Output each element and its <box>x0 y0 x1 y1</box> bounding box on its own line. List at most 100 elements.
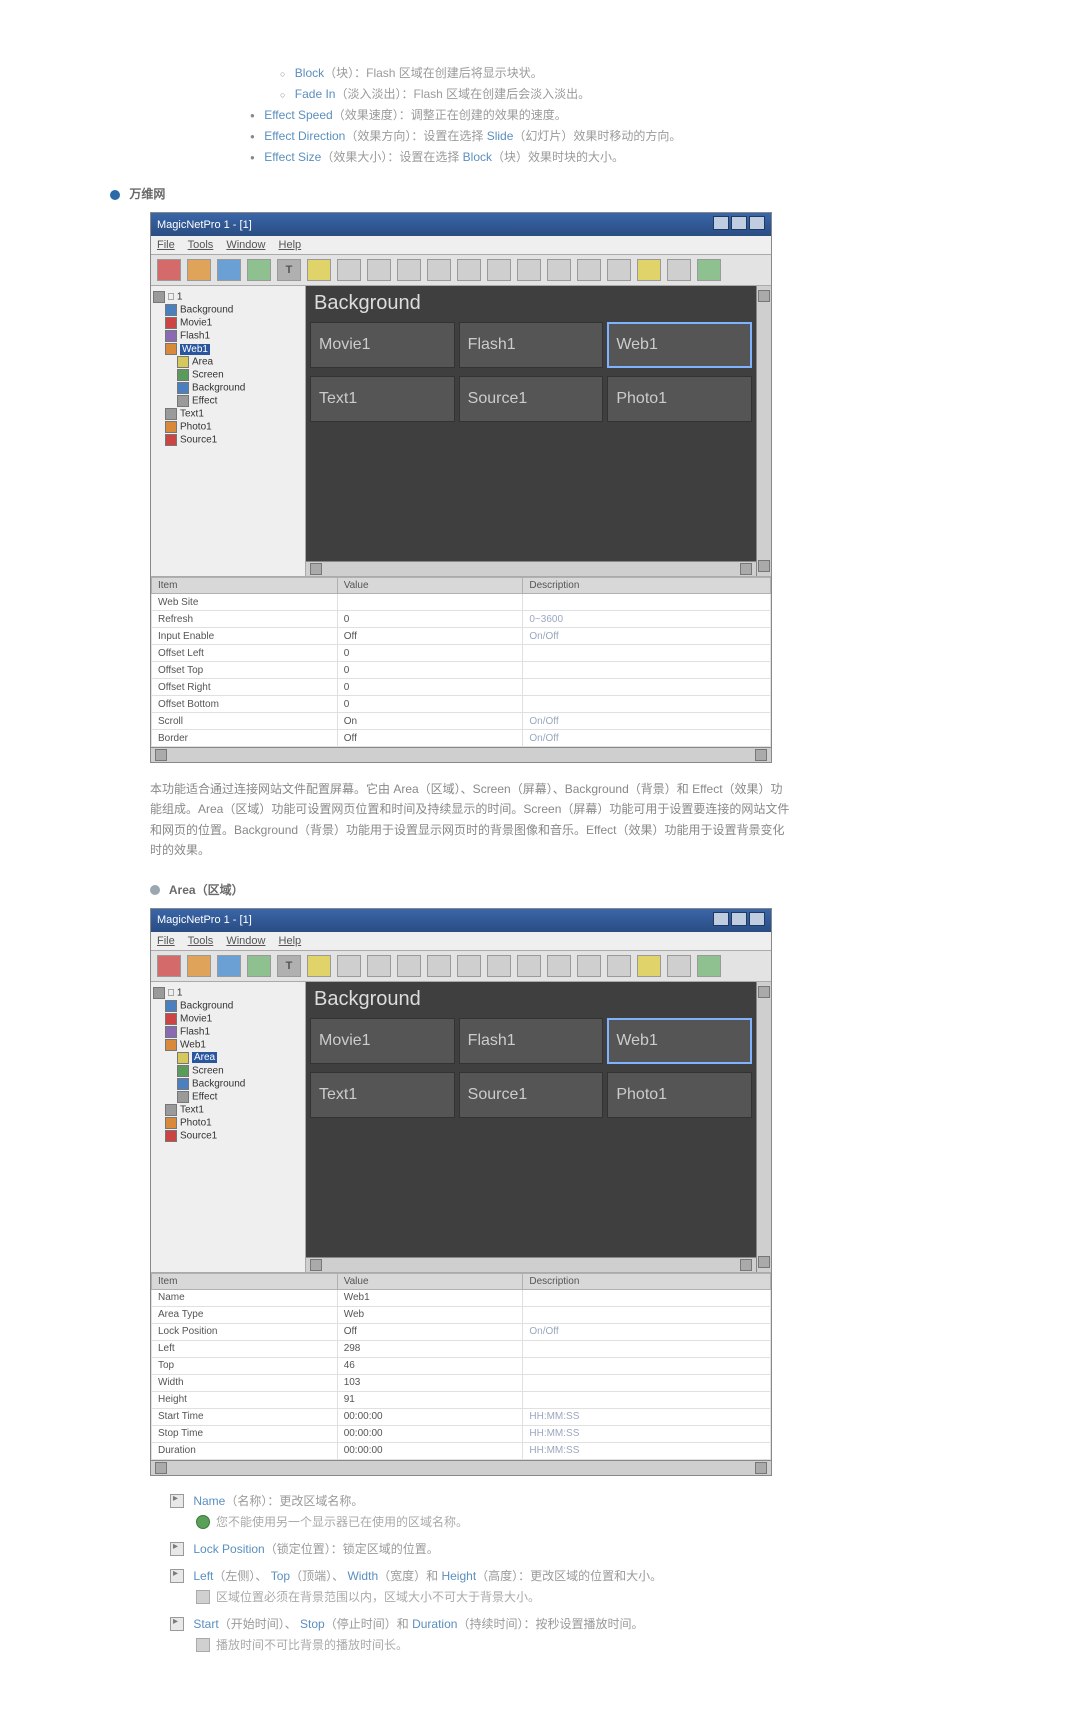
toolbar-button[interactable] <box>457 955 481 977</box>
table-row[interactable]: Input EnableOffOn/Off <box>152 628 771 645</box>
toolbar-button[interactable] <box>247 259 271 281</box>
prop-value[interactable]: 298 <box>337 1340 523 1357</box>
prop-value[interactable]: 103 <box>337 1374 523 1391</box>
toolbar-button[interactable] <box>307 955 331 977</box>
toolbar-button[interactable] <box>337 955 361 977</box>
cell-movie1[interactable]: Movie1 <box>310 322 455 368</box>
prop-value[interactable] <box>337 594 523 611</box>
window-buttons[interactable] <box>711 912 765 929</box>
toolbar-button[interactable] <box>187 259 211 281</box>
property-grid[interactable]: Item Value Description NameWeb1Area Type… <box>151 1272 771 1460</box>
cell-web1[interactable]: Web1 <box>607 1018 752 1064</box>
tree-panel[interactable]: □ 1BackgroundMovie1Flash1Web1AreaScreenB… <box>151 982 306 1272</box>
cell-movie1[interactable]: Movie1 <box>310 1018 455 1064</box>
table-row[interactable]: Web Site <box>152 594 771 611</box>
menubar[interactable]: File Tools Window Help <box>151 932 771 951</box>
cell-photo1[interactable]: Photo1 <box>607 1072 752 1118</box>
toolbar-button[interactable] <box>547 955 571 977</box>
toolbar-button[interactable] <box>517 259 541 281</box>
prop-value[interactable]: 0 <box>337 696 523 713</box>
toolbar-button[interactable]: T <box>277 259 301 281</box>
prop-value[interactable]: 00:00:00 <box>337 1442 523 1459</box>
prop-value[interactable]: Web <box>337 1306 523 1323</box>
window-buttons[interactable] <box>711 216 765 233</box>
tree-node[interactable]: Area <box>153 356 303 368</box>
cell-text1[interactable]: Text1 <box>310 1072 455 1118</box>
cell-source1[interactable]: Source1 <box>459 1072 604 1118</box>
toolbar-button[interactable] <box>667 955 691 977</box>
toolbar-button[interactable] <box>367 259 391 281</box>
tree-node[interactable]: Source1 <box>153 1130 303 1142</box>
bottom-scrollbar[interactable] <box>151 1460 771 1475</box>
toolbar-button[interactable] <box>487 259 511 281</box>
prop-value[interactable]: On <box>337 713 523 730</box>
cell-flash1[interactable]: Flash1 <box>459 322 604 368</box>
menubar[interactable]: File Tools Window Help <box>151 236 771 255</box>
tree-node[interactable]: Text1 <box>153 408 303 420</box>
table-row[interactable]: Offset Top0 <box>152 662 771 679</box>
toolbar-button[interactable] <box>217 955 241 977</box>
property-grid[interactable]: Item Value Description Web SiteRefresh00… <box>151 576 771 747</box>
tree-node[interactable]: Area <box>153 1052 303 1064</box>
table-row[interactable]: Offset Right0 <box>152 679 771 696</box>
toolbar-button[interactable] <box>577 955 601 977</box>
tree-node[interactable]: Effect <box>153 395 303 407</box>
h-scrollbar[interactable] <box>306 1257 756 1272</box>
toolbar-button[interactable] <box>667 259 691 281</box>
prop-value[interactable]: 00:00:00 <box>337 1408 523 1425</box>
bottom-scrollbar[interactable] <box>151 747 771 762</box>
toolbar-button[interactable] <box>247 955 271 977</box>
toolbar-button[interactable] <box>337 259 361 281</box>
tree-panel[interactable]: □ 1BackgroundMovie1Flash1Web1AreaScreenB… <box>151 286 306 576</box>
menu-file[interactable]: File <box>157 935 175 947</box>
prop-value[interactable]: 00:00:00 <box>337 1425 523 1442</box>
menu-tools[interactable]: Tools <box>188 239 214 251</box>
tree-node[interactable]: Background <box>153 382 303 394</box>
cell-photo1[interactable]: Photo1 <box>607 376 752 422</box>
table-row[interactable]: ScrollOnOn/Off <box>152 713 771 730</box>
tree-node[interactable]: Movie1 <box>153 1013 303 1025</box>
prop-value[interactable]: 91 <box>337 1391 523 1408</box>
canvas[interactable]: Background Movie1 Flash1 Web1 Text1 Sour… <box>306 286 756 576</box>
tree-node[interactable]: Web1 <box>153 343 303 355</box>
table-row[interactable]: Offset Bottom0 <box>152 696 771 713</box>
prop-value[interactable]: 0 <box>337 679 523 696</box>
table-row[interactable]: Width103 <box>152 1374 771 1391</box>
toolbar-button[interactable] <box>187 955 211 977</box>
table-row[interactable]: Area TypeWeb <box>152 1306 771 1323</box>
toolbar-button[interactable] <box>397 259 421 281</box>
prop-value[interactable]: Off <box>337 730 523 747</box>
toolbar-button[interactable] <box>307 259 331 281</box>
prop-value[interactable]: Off <box>337 1323 523 1340</box>
tree-node[interactable]: Background <box>153 1078 303 1090</box>
table-row[interactable]: Lock PositionOffOn/Off <box>152 1323 771 1340</box>
menu-help[interactable]: Help <box>279 239 302 251</box>
cell-text1[interactable]: Text1 <box>310 376 455 422</box>
toolbar-button[interactable] <box>697 259 721 281</box>
tree-node[interactable]: □ 1 <box>153 987 303 999</box>
toolbar-button[interactable] <box>517 955 541 977</box>
menu-tools[interactable]: Tools <box>188 935 214 947</box>
tree-node[interactable]: Screen <box>153 369 303 381</box>
cell-flash1[interactable]: Flash1 <box>459 1018 604 1064</box>
prop-value[interactable]: 46 <box>337 1357 523 1374</box>
tree-node[interactable]: Flash1 <box>153 1026 303 1038</box>
tree-node[interactable]: Movie1 <box>153 317 303 329</box>
table-row[interactable]: NameWeb1 <box>152 1289 771 1306</box>
toolbar-button[interactable] <box>487 955 511 977</box>
tree-node[interactable]: Screen <box>153 1065 303 1077</box>
v-scrollbar[interactable] <box>756 982 771 1272</box>
toolbar-button[interactable] <box>607 259 631 281</box>
toolbar-button[interactable] <box>157 955 181 977</box>
toolbar-button[interactable]: T <box>277 955 301 977</box>
toolbar-button[interactable] <box>457 259 481 281</box>
toolbar-button[interactable] <box>637 955 661 977</box>
menu-window[interactable]: Window <box>226 935 265 947</box>
table-row[interactable]: Duration00:00:00HH:MM:SS <box>152 1442 771 1459</box>
tree-node[interactable]: □ 1 <box>153 291 303 303</box>
table-row[interactable]: Height91 <box>152 1391 771 1408</box>
tree-node[interactable]: Text1 <box>153 1104 303 1116</box>
toolbar-button[interactable] <box>367 955 391 977</box>
toolbar-button[interactable] <box>547 259 571 281</box>
toolbar-button[interactable] <box>637 259 661 281</box>
